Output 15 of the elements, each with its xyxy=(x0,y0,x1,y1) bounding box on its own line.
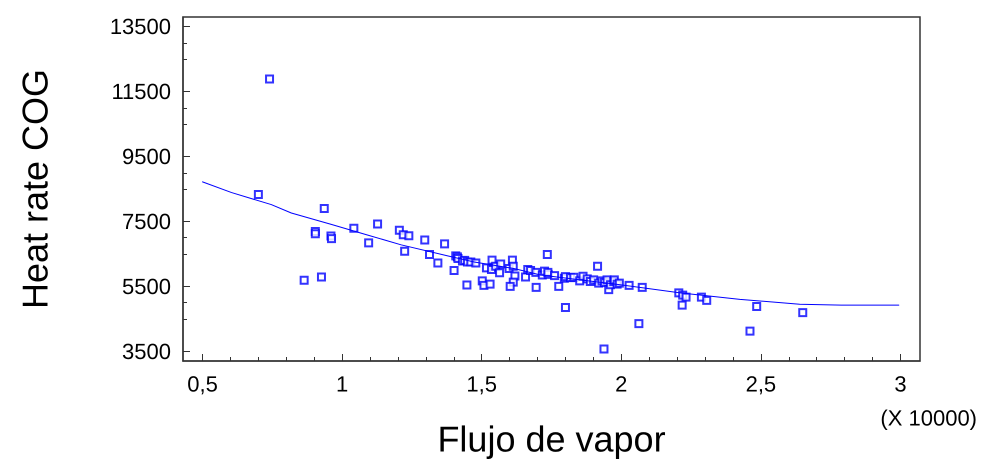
y-tick-label: 7500 xyxy=(122,208,171,234)
y-tick-label: 13500 xyxy=(110,14,171,40)
y-tick-label: 9500 xyxy=(122,144,171,170)
x-tick-label: 2,5 xyxy=(746,372,776,396)
x-tick-label: 2 xyxy=(615,372,628,396)
y-tick-label: 11500 xyxy=(111,79,171,104)
y-tick-label: 3500 xyxy=(122,338,171,364)
text: (X 10000) xyxy=(880,406,978,430)
x-axis-title: Flujo de vapor xyxy=(437,418,666,460)
x-tick-label: 1 xyxy=(336,372,348,396)
x-tick-label: 0,5 xyxy=(187,372,218,396)
x-tick-label: 1,5 xyxy=(466,372,498,396)
x-tick-label: 3 xyxy=(894,372,907,396)
y-tick-label: 5500 xyxy=(122,274,171,299)
y-axis-title: Heat rate COG xyxy=(14,68,56,310)
